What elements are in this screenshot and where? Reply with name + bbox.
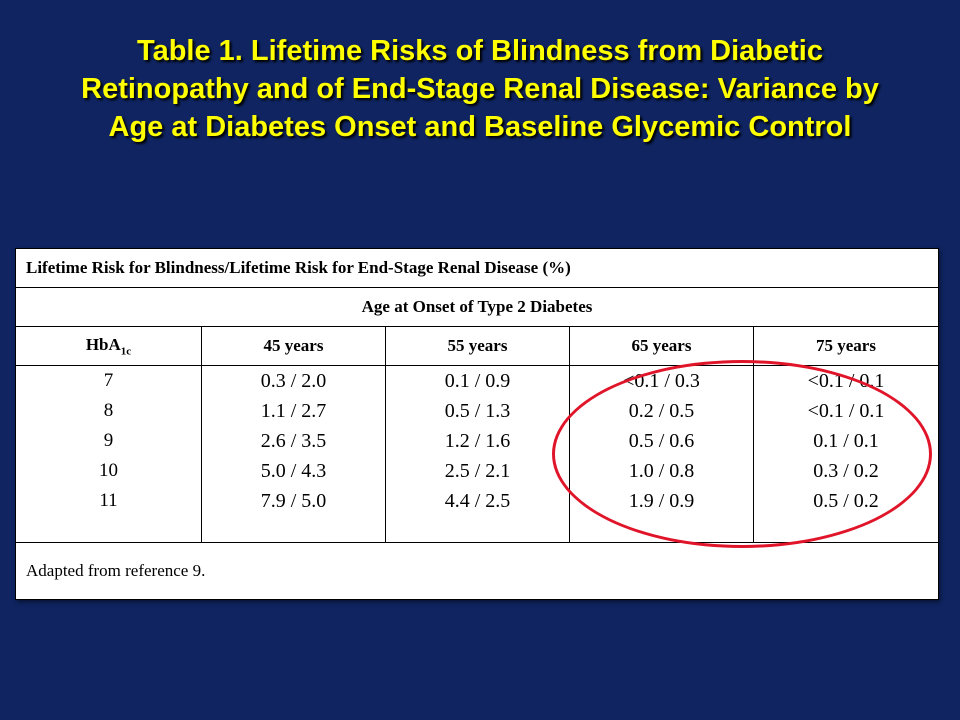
risk-value: 0.3 / 2.0: [260, 370, 327, 392]
hba1c-value: 7: [103, 370, 114, 391]
risk-cell-65: <0.1 / 0.3 0.2 / 0.5 0.5 / 0.6 1.0 / 0.8…: [569, 365, 754, 543]
risk-value: 4.4 / 2.5: [444, 490, 511, 512]
table-footer: Adapted from reference 9.: [15, 542, 939, 600]
title-line-3: Age at Diabetes Onset and Baseline Glyce…: [108, 111, 852, 143]
risk-table: Lifetime Risk for Blindness/Lifetime Ris…: [15, 248, 939, 600]
table-subheader-row: Age at Onset of Type 2 Diabetes: [15, 287, 939, 327]
risk-value: 2.6 / 3.5: [260, 430, 327, 452]
risk-value: 0.1 / 0.9: [444, 370, 511, 392]
hba1c-values-cell: 7 8 9 10 11: [15, 365, 202, 543]
risk-value: 5.0 / 4.3: [260, 460, 327, 482]
risk-value: 1.0 / 0.8: [628, 460, 695, 482]
hba1c-value: 10: [99, 460, 118, 481]
risk-value: 0.5 / 1.3: [444, 400, 511, 422]
risk-value: 0.5 / 0.2: [813, 490, 879, 512]
risk-cell-55: 0.1 / 0.9 0.5 / 1.3 1.2 / 1.6 2.5 / 2.1 …: [385, 365, 570, 543]
table-header-row: Lifetime Risk for Blindness/Lifetime Ris…: [15, 248, 939, 288]
column-header-45: 45 years: [201, 326, 386, 366]
risk-cell-75: <0.1 / 0.1 <0.1 / 0.1 0.1 / 0.1 0.3 / 0.…: [753, 365, 939, 543]
slide-title: Table 1. Lifetime Risks of Blindness fro…: [20, 32, 940, 146]
table-footer-row: Adapted from reference 9.: [15, 542, 939, 600]
hba1c-value: 8: [103, 400, 114, 421]
column-header-hba1c: HbA1c: [15, 326, 202, 366]
risk-value: 2.5 / 2.1: [444, 460, 511, 482]
column-header-75: 75 years: [753, 326, 939, 366]
risk-value: <0.1 / 0.1: [807, 400, 885, 422]
title-line-2: Retinopathy and of End-Stage Renal Disea…: [81, 73, 879, 105]
table-header: Lifetime Risk for Blindness/Lifetime Ris…: [15, 248, 939, 288]
column-header-55: 55 years: [385, 326, 570, 366]
hba-subscript: 1c: [120, 345, 132, 358]
risk-value: 0.1 / 0.1: [813, 430, 879, 452]
hba-label: HbA: [85, 334, 121, 354]
column-header-65: 65 years: [569, 326, 754, 366]
risk-value: 1.1 / 2.7: [260, 400, 327, 422]
table-subheader: Age at Onset of Type 2 Diabetes: [15, 287, 939, 327]
risk-table-container: Lifetime Risk for Blindness/Lifetime Ris…: [15, 248, 939, 600]
risk-value: 7.9 / 5.0: [260, 490, 327, 512]
title-line-1: Table 1. Lifetime Risks of Blindness fro…: [137, 35, 823, 67]
column-header-row: HbA1c 45 years 55 years 65 years 75 year…: [15, 326, 939, 366]
hba1c-value: 11: [99, 490, 118, 511]
risk-cell-45: 0.3 / 2.0 1.1 / 2.7 2.6 / 3.5 5.0 / 4.3 …: [201, 365, 386, 543]
risk-value: 1.2 / 1.6: [444, 430, 511, 452]
hba1c-value: 9: [103, 430, 114, 451]
risk-value: 1.9 / 0.9: [628, 490, 695, 512]
risk-value: <0.1 / 0.3: [623, 370, 700, 392]
risk-value: 0.5 / 0.6: [628, 430, 695, 452]
risk-value: 0.3 / 0.2: [813, 460, 879, 482]
risk-value: <0.1 / 0.1: [807, 370, 885, 392]
table-data-row: 7 8 9 10 11 0.3 / 2.0 1.1 / 2.7 2.6 / 3.…: [15, 365, 939, 543]
risk-value: 0.2 / 0.5: [628, 400, 695, 422]
